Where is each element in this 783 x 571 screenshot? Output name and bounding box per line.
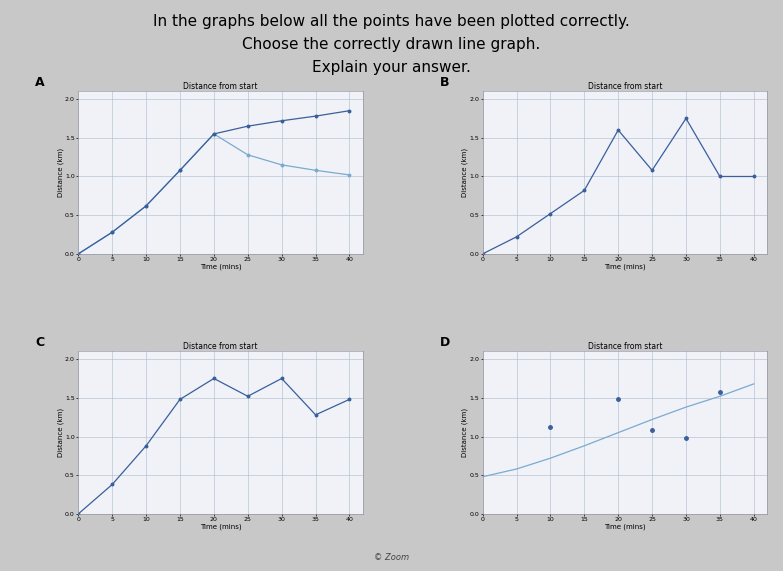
Text: Explain your answer.: Explain your answer. xyxy=(312,60,471,75)
Title: Distance from start: Distance from start xyxy=(588,341,662,351)
Y-axis label: Distance (km): Distance (km) xyxy=(57,148,63,197)
Text: D: D xyxy=(439,336,449,348)
Text: Choose the correctly drawn line graph.: Choose the correctly drawn line graph. xyxy=(243,37,540,52)
Text: C: C xyxy=(35,336,45,348)
Y-axis label: Distance (km): Distance (km) xyxy=(57,408,63,457)
Y-axis label: Distance (km): Distance (km) xyxy=(461,408,468,457)
X-axis label: Time (mins): Time (mins) xyxy=(604,264,646,270)
Text: A: A xyxy=(35,75,45,89)
X-axis label: Time (mins): Time (mins) xyxy=(200,264,241,270)
Y-axis label: Distance (km): Distance (km) xyxy=(461,148,468,197)
Title: Distance from start: Distance from start xyxy=(183,82,258,91)
Text: B: B xyxy=(439,75,449,89)
X-axis label: Time (mins): Time (mins) xyxy=(200,524,241,530)
Text: In the graphs below all the points have been plotted correctly.: In the graphs below all the points have … xyxy=(153,14,630,29)
X-axis label: Time (mins): Time (mins) xyxy=(604,524,646,530)
Text: © Zoom: © Zoom xyxy=(374,553,409,562)
Title: Distance from start: Distance from start xyxy=(588,82,662,91)
Title: Distance from start: Distance from start xyxy=(183,341,258,351)
